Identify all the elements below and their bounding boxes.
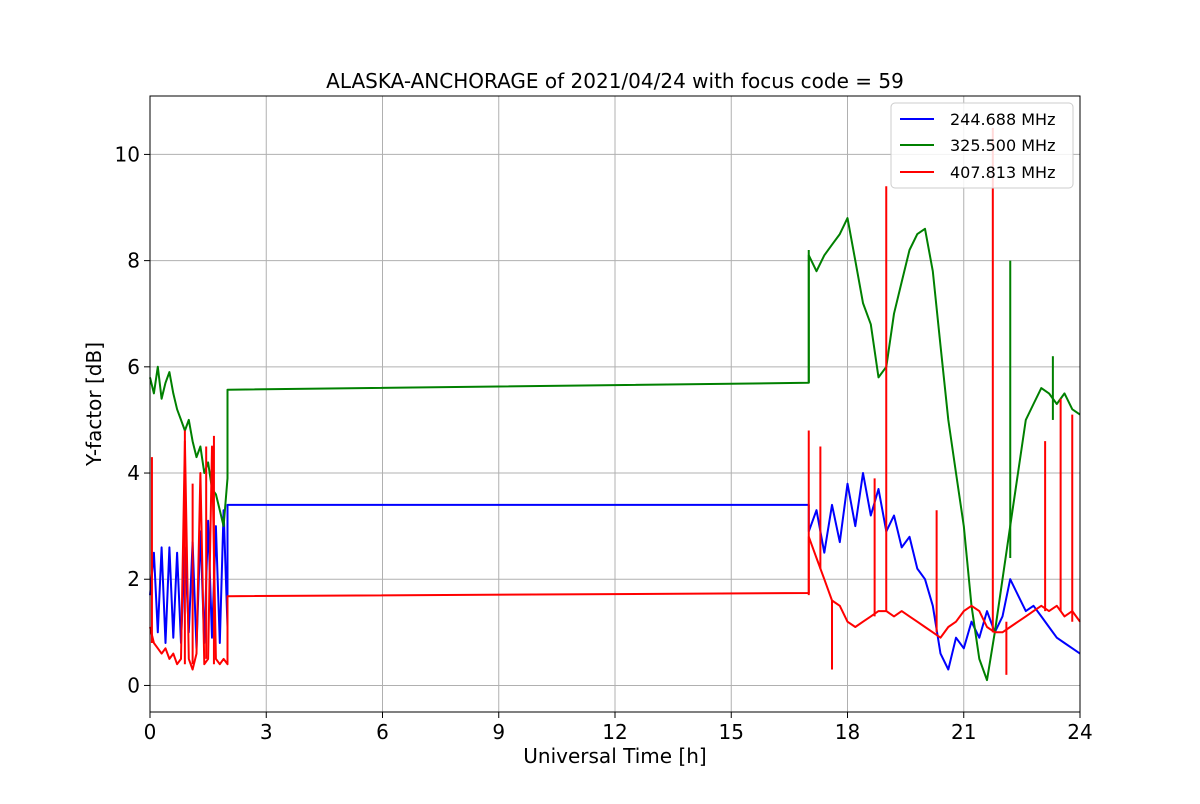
x-tick-label-24: 24 <box>1067 720 1092 744</box>
legend-label-325: 325.500 MHz <box>950 136 1055 155</box>
legend-label-407: 407.813 MHz <box>950 163 1055 182</box>
grid-layer <box>149 96 1081 712</box>
y-axis-title: Y-factor [dB] <box>82 342 106 467</box>
x-tick-label-21: 21 <box>951 720 976 744</box>
x-tick-label-3: 3 <box>260 720 273 744</box>
y-tick-label-10: 10 <box>115 142 140 166</box>
x-tick-label-18: 18 <box>835 720 860 744</box>
legend: 244.688 MHz 325.500 MHz 407.813 MHz <box>890 102 1074 189</box>
legend-box <box>890 102 1074 189</box>
y-tick-label-8: 8 <box>127 249 140 273</box>
x-tick-label-9: 9 <box>492 720 505 744</box>
y-tick-label-4: 4 <box>127 461 140 485</box>
x-tick-label-12: 12 <box>602 720 627 744</box>
chart-title: ALASKA-ANCHORAGE of 2021/04/24 with focu… <box>326 69 904 93</box>
y-tick-label-2: 2 <box>127 567 140 591</box>
x-tick-label-0: 0 <box>144 720 157 744</box>
y-tick-label-0: 0 <box>127 673 140 697</box>
x-axis-title: Universal Time [h] <box>523 744 706 768</box>
y-tick-label-6: 6 <box>127 355 140 379</box>
x-tick-label-6: 6 <box>376 720 389 744</box>
series-line-2 <box>149 440 1081 671</box>
series-line-1 <box>149 217 1081 682</box>
legend-label-244: 244.688 MHz <box>950 110 1055 129</box>
x-tick-label-15: 15 <box>719 720 744 744</box>
series-layer <box>149 127 1081 682</box>
